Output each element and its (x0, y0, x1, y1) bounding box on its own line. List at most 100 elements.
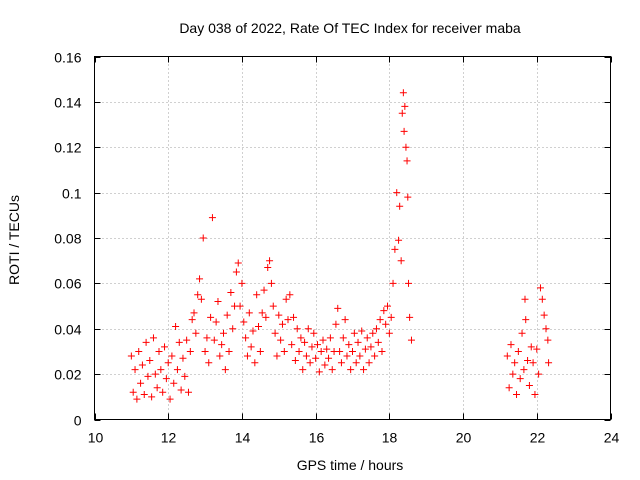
data-point (183, 336, 191, 344)
data-point (538, 295, 546, 303)
data-point (385, 329, 393, 337)
data-point (328, 366, 336, 374)
data-point (312, 354, 320, 362)
data-point (290, 313, 298, 321)
x-tick-label: 14 (235, 430, 251, 446)
data-point (245, 309, 253, 317)
data-point (326, 334, 334, 342)
data-point (277, 336, 285, 344)
data-point (536, 284, 544, 292)
y-tick-label: 0 (74, 413, 82, 429)
data-point (395, 236, 403, 244)
data-point (403, 157, 411, 165)
x-tick-label: 20 (456, 430, 472, 446)
data-point (129, 388, 137, 396)
data-point (280, 347, 288, 355)
x-tick-label: 16 (309, 430, 325, 446)
data-point (172, 322, 180, 330)
data-point (321, 361, 329, 369)
data-point (161, 343, 169, 351)
y-tick-label: 0.16 (54, 50, 81, 66)
data-point (188, 316, 196, 324)
data-point (140, 391, 148, 399)
data-point (295, 347, 303, 355)
y-tick-label: 0.14 (54, 95, 81, 111)
x-tick-label: 10 (88, 430, 104, 446)
data-point (196, 275, 204, 283)
data-point (313, 341, 321, 349)
data-point (393, 189, 401, 197)
data-point (149, 334, 157, 342)
data-point (401, 102, 409, 110)
data-point (319, 336, 327, 344)
data-point (349, 347, 356, 355)
data-point (282, 295, 290, 303)
data-point (407, 336, 415, 344)
data-point (258, 309, 266, 317)
data-point (398, 109, 406, 117)
data-point (229, 325, 237, 333)
data-point (518, 329, 526, 337)
data-point (544, 336, 552, 344)
data-point (168, 352, 176, 360)
data-point (177, 386, 185, 394)
data-point (334, 304, 342, 312)
data-point (304, 325, 312, 333)
y-tick-labels: 0 0.02 0.04 0.06 0.08 0.1 0.12 0.14 0.16 (54, 50, 81, 429)
data-point (310, 329, 318, 337)
data-point (382, 320, 390, 328)
data-point (520, 366, 528, 374)
data-point (509, 370, 517, 378)
data-point (220, 329, 227, 337)
data-point (275, 311, 283, 319)
data-point (369, 329, 377, 337)
data-point (397, 257, 405, 265)
data-point (253, 291, 261, 299)
data-point (325, 354, 333, 362)
data-point (302, 352, 310, 360)
data-point (190, 309, 198, 317)
y-axis-label: ROTI / TECUs (6, 195, 22, 285)
data-point (308, 343, 316, 351)
data-point (531, 391, 539, 399)
data-point (175, 338, 183, 346)
data-point (339, 334, 347, 342)
data-point (255, 322, 263, 330)
data-point (367, 343, 375, 351)
data-point (529, 359, 537, 367)
data-point (227, 288, 235, 296)
data-point (360, 366, 368, 374)
data-point (153, 384, 161, 392)
data-point (236, 302, 244, 310)
data-point (137, 379, 145, 387)
data-point (400, 127, 408, 135)
data-point (524, 357, 532, 365)
data-point (350, 329, 358, 337)
data-point (243, 352, 251, 360)
data-point (522, 316, 530, 324)
data-point (286, 291, 294, 299)
data-point (540, 311, 548, 319)
data-point (284, 316, 292, 324)
data-point (179, 354, 187, 362)
data-point (218, 341, 226, 349)
data-point (521, 295, 529, 303)
y-tick-label: 0.02 (54, 367, 81, 383)
data-point (225, 347, 233, 355)
data-point (155, 347, 163, 355)
x-tick-label: 22 (530, 430, 546, 446)
data-point (170, 379, 178, 387)
data-point (234, 259, 242, 267)
data-points (127, 89, 553, 403)
data-point (249, 327, 257, 335)
data-point (192, 329, 200, 337)
data-point (336, 347, 344, 355)
data-point (545, 359, 553, 367)
data-point (514, 347, 522, 355)
data-point (133, 395, 141, 403)
x-tick-labels: 10 12 14 16 18 20 22 24 (88, 430, 620, 446)
data-point (301, 338, 309, 346)
data-point (247, 343, 255, 351)
data-point (221, 366, 229, 374)
data-point (399, 89, 407, 97)
